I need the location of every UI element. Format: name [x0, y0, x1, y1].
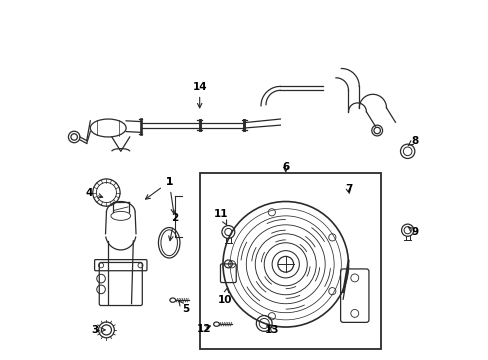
- Text: 8: 8: [407, 136, 418, 145]
- Text: 11: 11: [214, 209, 228, 225]
- Bar: [199, 173, 380, 348]
- Text: 13: 13: [264, 325, 279, 334]
- Text: 3: 3: [91, 325, 105, 335]
- Text: 2: 2: [168, 213, 178, 240]
- Text: 6: 6: [282, 162, 289, 172]
- Text: 7: 7: [344, 184, 351, 194]
- Text: 4: 4: [86, 188, 102, 198]
- Text: 14: 14: [192, 82, 206, 108]
- Text: 10: 10: [217, 288, 231, 305]
- Text: 1: 1: [145, 177, 172, 199]
- Text: 1: 1: [165, 177, 175, 214]
- Text: 9: 9: [407, 227, 418, 237]
- Text: 12: 12: [197, 324, 211, 334]
- Text: 5: 5: [179, 301, 188, 314]
